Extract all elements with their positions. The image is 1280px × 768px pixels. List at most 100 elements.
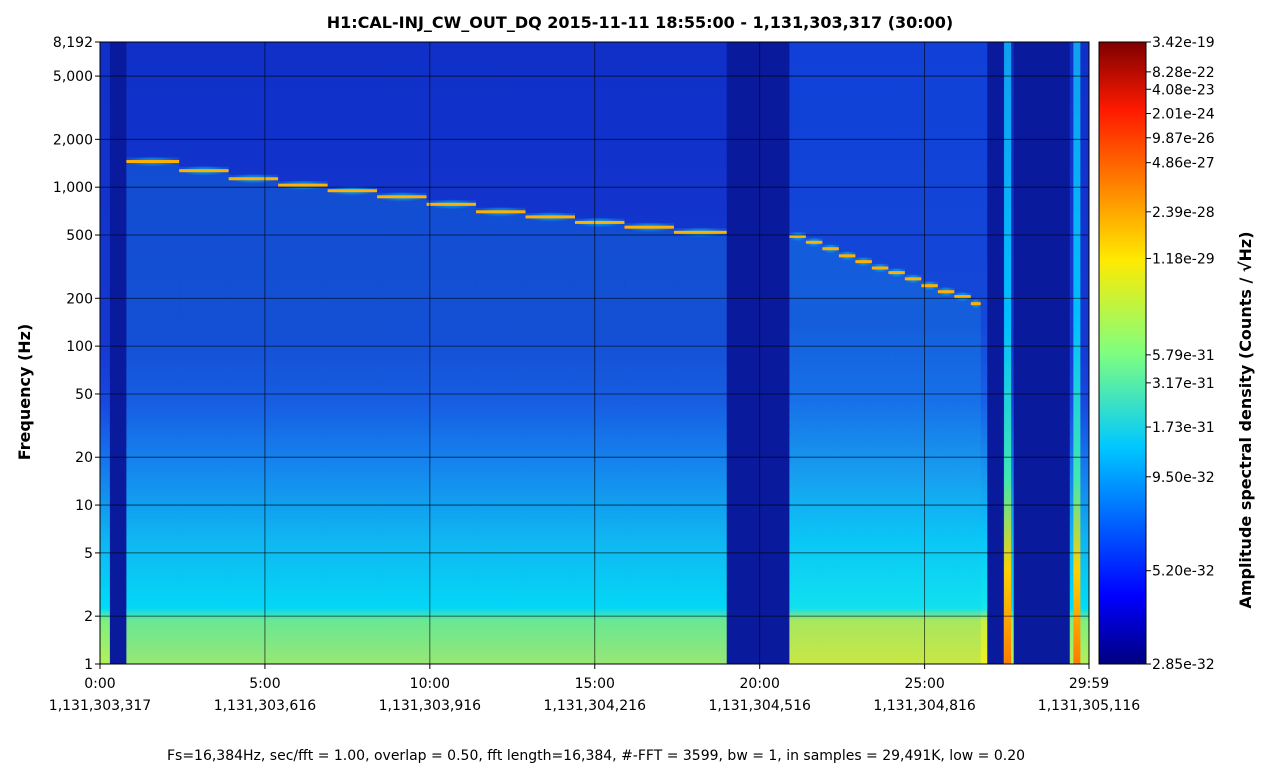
y-tick-label: 50 xyxy=(75,387,93,403)
injection-line xyxy=(838,254,856,258)
spike-column xyxy=(1073,42,1081,664)
injection-line xyxy=(126,160,180,164)
injection-halo xyxy=(574,218,625,664)
x-tick-label: 5:00 xyxy=(249,676,280,692)
injection-halo xyxy=(624,223,674,664)
x-tick-label: 25:00 xyxy=(904,676,944,692)
injection-halo xyxy=(921,281,938,664)
x-tick-gps-label: 1,131,305,116 xyxy=(1038,698,1141,714)
x-tick-label: 0:00 xyxy=(84,676,115,692)
colorbar-tick-label: 4.08e-23 xyxy=(1152,82,1215,98)
colorbar-tick-label: 9.87e-26 xyxy=(1152,131,1215,147)
x-axis: 0:00 1,131,303,317 5:00 1,131,303,616 10:00 1… xyxy=(49,664,1141,714)
colorbar-tick-label: 4.86e-27 xyxy=(1152,156,1215,172)
injection-line xyxy=(921,284,938,288)
injection-line xyxy=(228,177,279,181)
injection-halo xyxy=(179,166,229,664)
quiet-interval xyxy=(726,42,790,664)
injection-line xyxy=(327,189,378,193)
y-tick-label: 500 xyxy=(66,228,93,244)
colorbar-tick-label: 9.50e-32 xyxy=(1152,470,1215,486)
quiet-interval xyxy=(1013,42,1070,664)
injection-halo xyxy=(904,274,922,664)
y-tick-label: 20 xyxy=(75,450,93,466)
injection-line xyxy=(179,169,229,173)
injection-line xyxy=(871,266,889,270)
injection-halo xyxy=(789,232,806,664)
y-tick-label: 100 xyxy=(66,339,93,355)
y-tick-label: 200 xyxy=(66,291,93,307)
injection-line xyxy=(624,225,674,229)
injection-halo xyxy=(805,238,823,664)
x-tick-gps-label: 1,131,303,317 xyxy=(49,698,151,714)
injection-line xyxy=(822,247,839,251)
injection-line xyxy=(954,295,971,299)
injection-halo xyxy=(822,244,839,664)
colorbar xyxy=(1098,41,1147,665)
x-tick-label: 20:00 xyxy=(740,676,780,692)
injection-halo xyxy=(228,174,279,664)
injection-halo xyxy=(871,264,889,664)
colorbar-tick-label: 3.17e-31 xyxy=(1152,376,1215,392)
injection-line xyxy=(888,271,905,275)
spike-column xyxy=(1004,42,1012,664)
quiet-interval xyxy=(109,42,127,664)
injection-line xyxy=(937,290,955,294)
injection-line xyxy=(574,220,625,224)
y-tick-label: 5 xyxy=(84,546,93,562)
injection-halo xyxy=(838,251,856,664)
injection-line xyxy=(377,195,427,199)
colorbar-label: Amplitude spectral density (Counts / √Hz… xyxy=(1236,231,1255,608)
chart-title: H1:CAL-INJ_CW_OUT_DQ 2015-11-11 18:55:00… xyxy=(327,13,954,32)
injection-halo xyxy=(954,292,971,664)
injection-halo xyxy=(525,212,575,664)
injection-halo xyxy=(278,181,328,664)
injection-line xyxy=(855,260,872,264)
injection-line xyxy=(278,183,328,187)
colorbar-ticks: 3.42e-19 8.28e-224.08e-23 2.01e-24 9.87e-26… xyxy=(1146,35,1215,673)
colorbar-tick-label: 5.79e-31 xyxy=(1152,348,1215,364)
injection-halo xyxy=(476,207,526,664)
colorbar-tick-label: 1.73e-31 xyxy=(1152,420,1215,436)
colorbar-tick-label: 8.28e-22 xyxy=(1152,65,1215,81)
quiet-interval xyxy=(987,42,1004,664)
grid-lines xyxy=(100,42,1089,664)
x-tick-gps-label: 1,131,304,516 xyxy=(708,698,811,714)
injection-line xyxy=(673,230,727,234)
injection-line xyxy=(426,202,477,206)
injection-halo xyxy=(327,186,378,664)
injection-line xyxy=(904,277,922,281)
colorbar-tick-label: 2.39e-28 xyxy=(1152,205,1215,221)
injection-halo xyxy=(377,192,427,664)
injection-halo xyxy=(426,200,477,664)
x-tick-label: 29:59 xyxy=(1069,676,1109,692)
y-axis: 1 2 5 10 20 50 100 200 500 1,000 2,000 5,000 8,192 xyxy=(53,35,100,673)
y-tick-label: 5,000 xyxy=(53,69,93,85)
x-tick-gps-label: 1,131,304,816 xyxy=(873,698,976,714)
plot-area xyxy=(100,42,1089,664)
colorbar-tick-label: 5.20e-32 xyxy=(1152,564,1215,580)
injection-line xyxy=(805,240,823,244)
colorbar-tick-label: 2.01e-24 xyxy=(1152,107,1215,123)
colorbar-tick-label: 1.18e-29 xyxy=(1152,251,1215,267)
injection-halo xyxy=(970,299,981,664)
colorbar-tick-label: 3.42e-19 xyxy=(1152,35,1215,51)
y-tick-label: 2,000 xyxy=(53,132,93,148)
x-tick-gps-label: 1,131,304,216 xyxy=(544,698,647,714)
y-tick-label: 8,192 xyxy=(53,35,93,51)
x-tick-gps-label: 1,131,303,616 xyxy=(214,698,317,714)
y-tick-label: 10 xyxy=(75,498,93,514)
colorbar-tick-label: 2.85e-32 xyxy=(1152,657,1215,673)
x-tick-label: 10:00 xyxy=(410,676,450,692)
injection-halo xyxy=(126,157,180,664)
injection-line xyxy=(789,234,806,238)
injection-line xyxy=(970,302,981,306)
y-tick-label: 1,000 xyxy=(53,180,93,196)
late-segment-background xyxy=(789,42,988,664)
x-tick-gps-label: 1,131,303,916 xyxy=(379,698,482,714)
injection-line xyxy=(476,210,526,214)
injection-halo xyxy=(673,228,727,664)
footer-text: Fs=16,384Hz, sec/fft = 1.00, overlap = 0… xyxy=(167,748,1025,764)
y-axis-label: Frequency (Hz) xyxy=(15,324,34,461)
